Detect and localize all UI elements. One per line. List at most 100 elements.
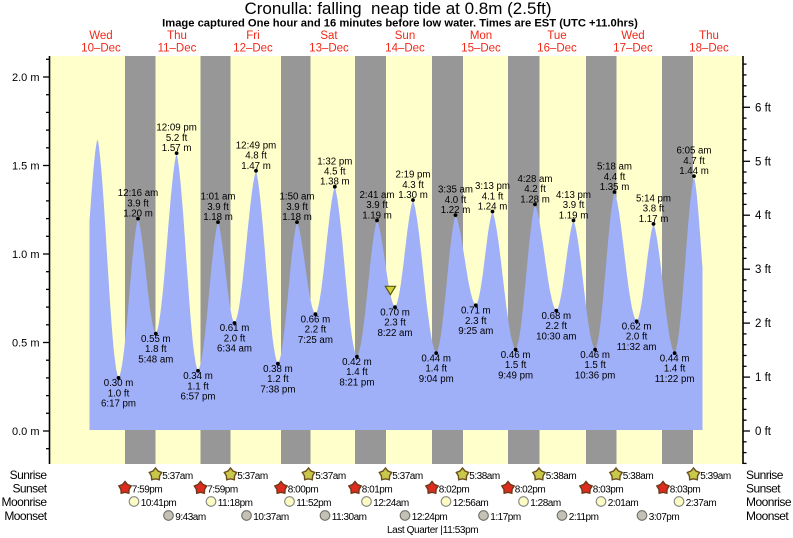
svg-text:4.7 ft: 4.7 ft — [683, 156, 705, 167]
svg-text:Mon: Mon — [470, 30, 492, 42]
svg-text:1.44 m: 1.44 m — [679, 166, 709, 177]
svg-text:1:01 am: 1:01 am — [200, 192, 235, 203]
svg-text:0.71 m: 0.71 m — [461, 306, 491, 317]
svg-text:Sunrise: Sunrise — [746, 468, 784, 482]
svg-text:8:01pm: 8:01pm — [362, 485, 393, 496]
svg-text:Thu: Thu — [167, 30, 187, 42]
svg-text:12:56am: 12:56am — [453, 498, 489, 509]
svg-text:3.9 ft: 3.9 ft — [127, 198, 149, 209]
svg-text:Thu: Thu — [699, 30, 719, 42]
svg-text:1.4 ft: 1.4 ft — [664, 364, 686, 375]
svg-text:0.34 m: 0.34 m — [183, 371, 213, 382]
svg-text:2:01am: 2:01am — [608, 498, 639, 509]
svg-text:1.2 ft: 1.2 ft — [267, 374, 289, 385]
svg-text:4.5 ft: 4.5 ft — [324, 167, 346, 178]
svg-text:5:39am: 5:39am — [700, 471, 731, 482]
svg-text:2 ft: 2 ft — [755, 318, 772, 330]
svg-text:6:57 pm: 6:57 pm — [180, 392, 215, 403]
svg-text:0.0 m: 0.0 m — [12, 426, 40, 438]
svg-text:4:13 pm: 4:13 pm — [556, 190, 591, 201]
svg-text:Moonrise: Moonrise — [2, 495, 48, 509]
svg-text:1:50 am: 1:50 am — [279, 192, 314, 203]
svg-text:4:28 am: 4:28 am — [517, 174, 552, 185]
svg-text:1.5 ft: 1.5 ft — [584, 360, 606, 371]
svg-text:6:34 am: 6:34 am — [217, 344, 252, 355]
svg-text:1.57 m: 1.57 m — [162, 143, 192, 154]
svg-text:8:02pm: 8:02pm — [515, 485, 546, 496]
svg-text:5:48 am: 5:48 am — [138, 354, 173, 365]
svg-text:1.38 m: 1.38 m — [320, 177, 350, 188]
svg-text:17–Dec: 17–Dec — [613, 43, 653, 55]
svg-text:8:22 am: 8:22 am — [377, 328, 412, 339]
svg-text:1.5 m: 1.5 m — [12, 161, 40, 173]
svg-text:Image captured One hour and 16: Image captured One hour and 16 minutes b… — [162, 18, 638, 30]
svg-text:9:25 am: 9:25 am — [458, 326, 493, 337]
svg-text:3.9 ft: 3.9 ft — [207, 202, 229, 213]
svg-text:5:37am: 5:37am — [392, 471, 423, 482]
svg-text:8:02pm: 8:02pm — [439, 485, 470, 496]
svg-text:3.9 ft: 3.9 ft — [286, 202, 308, 213]
svg-text:2:11pm: 2:11pm — [569, 512, 599, 523]
svg-text:1.19 m: 1.19 m — [362, 210, 392, 221]
svg-text:10–Dec: 10–Dec — [81, 43, 121, 55]
svg-text:9:04 pm: 9:04 pm — [419, 374, 454, 385]
svg-text:7:59pm: 7:59pm — [207, 485, 238, 496]
svg-text:1.0 ft: 1.0 ft — [108, 388, 130, 399]
svg-text:Moonrise: Moonrise — [746, 495, 792, 509]
svg-text:1.8 ft: 1.8 ft — [145, 344, 167, 355]
svg-text:4.1 ft: 4.1 ft — [482, 191, 504, 202]
svg-text:3:35 am: 3:35 am — [438, 185, 473, 196]
svg-text:2.3 ft: 2.3 ft — [465, 316, 487, 327]
svg-text:12–Dec: 12–Dec — [233, 43, 273, 55]
svg-text:2:19 pm: 2:19 pm — [395, 170, 430, 181]
svg-text:1:17pm: 1:17pm — [490, 512, 521, 523]
svg-text:11–Dec: 11–Dec — [158, 43, 197, 55]
svg-text:3 ft: 3 ft — [755, 264, 772, 276]
svg-text:0.44 m: 0.44 m — [421, 353, 451, 364]
svg-text:0.46 m: 0.46 m — [580, 350, 610, 361]
svg-text:1.28 m: 1.28 m — [520, 194, 550, 205]
svg-text:13–Dec: 13–Dec — [309, 43, 349, 55]
svg-text:3:07pm: 3:07pm — [649, 512, 680, 523]
svg-text:9:49 pm: 9:49 pm — [498, 370, 533, 381]
svg-text:1.24 m: 1.24 m — [478, 202, 508, 213]
svg-text:5:38am: 5:38am — [623, 471, 654, 482]
svg-text:0.68 m: 0.68 m — [541, 311, 571, 322]
svg-text:6 ft: 6 ft — [755, 102, 772, 114]
svg-text:Tue: Tue — [547, 30, 566, 42]
svg-text:3.9 ft: 3.9 ft — [563, 200, 585, 211]
svg-text:1:32 pm: 1:32 pm — [317, 156, 352, 167]
svg-text:0 ft: 0 ft — [755, 426, 772, 438]
svg-text:8:21 pm: 8:21 pm — [339, 377, 374, 388]
svg-text:5 ft: 5 ft — [755, 156, 772, 168]
svg-text:4.2 ft: 4.2 ft — [524, 184, 546, 195]
svg-text:2.2 ft: 2.2 ft — [546, 321, 568, 332]
svg-text:1:28am: 1:28am — [530, 498, 561, 509]
svg-text:11:22 pm: 11:22 pm — [655, 374, 695, 385]
svg-text:4.4 ft: 4.4 ft — [604, 172, 626, 183]
svg-text:11:30am: 11:30am — [332, 512, 367, 523]
svg-text:12:16 am: 12:16 am — [118, 188, 158, 199]
svg-text:9:43am: 9:43am — [175, 512, 206, 523]
svg-text:Cronulla: falling neap tide a: Cronulla: falling neap tide at 0.8m (2.5… — [244, 0, 551, 18]
svg-text:5:37am: 5:37am — [162, 471, 193, 482]
svg-text:10:30 am: 10:30 am — [536, 331, 576, 342]
svg-text:6:05 am: 6:05 am — [676, 146, 711, 157]
svg-text:0.46 m: 0.46 m — [501, 350, 531, 361]
svg-text:1.17 m: 1.17 m — [639, 214, 669, 225]
svg-text:2:37am: 2:37am — [686, 498, 717, 509]
svg-text:6:17 pm: 6:17 pm — [101, 399, 136, 410]
svg-text:Sun: Sun — [395, 30, 415, 42]
svg-text:1.20 m: 1.20 m — [123, 209, 153, 220]
svg-text:12:24pm: 12:24pm — [412, 512, 448, 523]
svg-text:15–Dec: 15–Dec — [461, 43, 501, 55]
svg-text:7:38 pm: 7:38 pm — [260, 384, 295, 395]
svg-text:1.1 ft: 1.1 ft — [187, 381, 209, 392]
svg-text:Moonset: Moonset — [4, 509, 47, 523]
svg-text:1.0 m: 1.0 m — [12, 249, 40, 261]
svg-text:4.8 ft: 4.8 ft — [245, 151, 267, 162]
svg-text:Sunrise: Sunrise — [10, 468, 48, 482]
svg-text:1 ft: 1 ft — [755, 372, 772, 384]
svg-text:1.30 m: 1.30 m — [398, 190, 428, 201]
svg-text:3.8 ft: 3.8 ft — [643, 204, 665, 215]
